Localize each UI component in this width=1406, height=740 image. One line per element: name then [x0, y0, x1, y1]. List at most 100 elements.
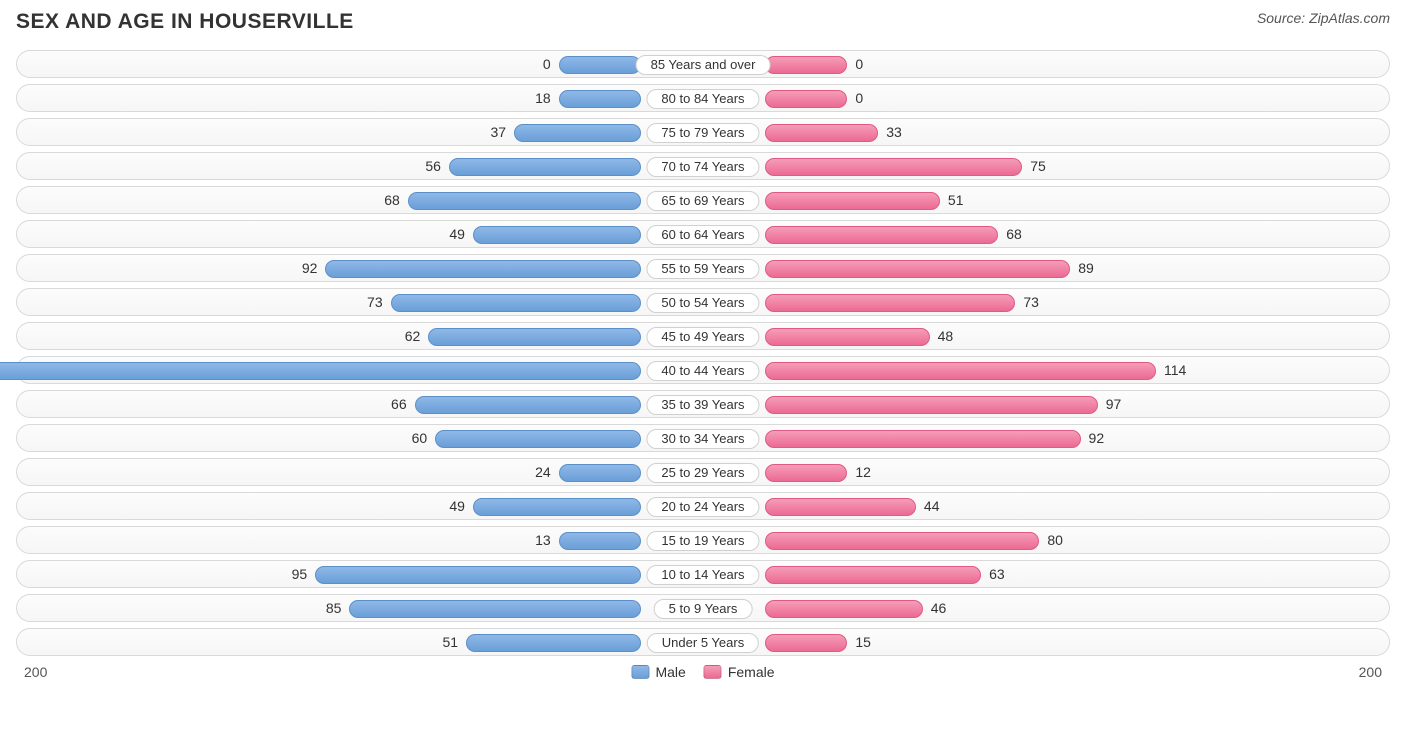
- age-category-pill: 75 to 79 Years: [646, 123, 759, 143]
- female-bar: [765, 532, 1039, 550]
- age-category-pill: 45 to 49 Years: [646, 327, 759, 347]
- source-name: ZipAtlas.com: [1309, 10, 1390, 26]
- female-value-label: 0: [855, 51, 863, 77]
- female-bar: [765, 600, 923, 618]
- age-row: 685165 to 69 Years: [16, 186, 1390, 214]
- age-category-pill: 70 to 74 Years: [646, 157, 759, 177]
- female-value-label: 0: [855, 85, 863, 111]
- male-bar: [415, 396, 641, 414]
- male-bar: [473, 498, 641, 516]
- male-bar: [449, 158, 641, 176]
- male-bar: [473, 226, 641, 244]
- axis-right-max: 200: [1359, 664, 1382, 680]
- female-bar: [765, 158, 1022, 176]
- female-bar: [765, 464, 847, 482]
- male-value-label: 92: [302, 255, 318, 281]
- female-value-label: 75: [1030, 153, 1046, 179]
- male-bar: [428, 328, 641, 346]
- age-category-pill: 55 to 59 Years: [646, 259, 759, 279]
- male-value-label: 85: [326, 595, 342, 621]
- age-category-pill: Under 5 Years: [647, 633, 759, 653]
- age-category-pill: 25 to 29 Years: [646, 463, 759, 483]
- male-bar: [559, 56, 641, 74]
- male-bar: [559, 464, 641, 482]
- chart-title: SEX AND AGE IN HOUSERVILLE: [16, 10, 354, 34]
- female-value-label: 33: [886, 119, 902, 145]
- female-value-label: 12: [855, 459, 871, 485]
- female-value-label: 48: [938, 323, 954, 349]
- legend-item-male: Male: [631, 664, 685, 680]
- male-value-label: 18: [535, 85, 551, 111]
- female-value-label: 51: [948, 187, 964, 213]
- male-value-label: 73: [367, 289, 383, 315]
- legend-female-label: Female: [728, 664, 775, 680]
- male-value-label: 49: [449, 221, 465, 247]
- age-category-pill: 15 to 19 Years: [646, 531, 759, 551]
- female-value-label: 44: [924, 493, 940, 519]
- legend-male-label: Male: [655, 664, 685, 680]
- age-category-pill: 60 to 64 Years: [646, 225, 759, 245]
- male-bar: [315, 566, 641, 584]
- male-bar: [325, 260, 641, 278]
- source-prefix: Source:: [1257, 10, 1309, 26]
- female-bar: [765, 362, 1156, 380]
- legend-item-female: Female: [704, 664, 775, 680]
- chart-area: 0 0 85 Years and over 18 0 80 to 84 Years 37 33…: [16, 50, 1390, 656]
- female-value-label: 68: [1006, 221, 1022, 247]
- male-value-label: 37: [491, 119, 507, 145]
- male-bar: [391, 294, 641, 312]
- male-value-label: 24: [535, 459, 551, 485]
- female-bar: [765, 56, 847, 74]
- axis-row: 200 Male Female 200: [16, 662, 1390, 680]
- male-value-label: 51: [443, 629, 459, 655]
- female-value-label: 92: [1089, 425, 1105, 451]
- age-category-pill: 30 to 34 Years: [646, 429, 759, 449]
- female-bar: [765, 498, 916, 516]
- age-category-pill: 35 to 39 Years: [646, 395, 759, 415]
- age-category-pill: 85 Years and over: [636, 55, 771, 75]
- female-bar: [765, 634, 847, 652]
- female-value-label: 114: [1164, 357, 1186, 383]
- male-value-label: 13: [535, 527, 551, 553]
- female-bar: [765, 124, 878, 142]
- age-row: 138015 to 19 Years: [16, 526, 1390, 554]
- female-swatch-icon: [704, 665, 722, 679]
- age-row: 609230 to 34 Years: [16, 424, 1390, 452]
- male-value-label: 0: [543, 51, 551, 77]
- age-row: 85 46 5 to 9 Years: [16, 594, 1390, 622]
- age-row: 92 89 55 to 59 Years: [16, 254, 1390, 282]
- female-value-label: 73: [1023, 289, 1039, 315]
- female-bar: [765, 294, 1015, 312]
- male-value-label: 66: [391, 391, 407, 417]
- age-row: 18 0 80 to 84 Years: [16, 84, 1390, 112]
- male-bar: [435, 430, 641, 448]
- age-row: 19811440 to 44 Years: [16, 356, 1390, 384]
- age-row: 494420 to 24 Years: [16, 492, 1390, 520]
- male-value-label: 95: [292, 561, 308, 587]
- age-category-pill: 65 to 69 Years: [646, 191, 759, 211]
- female-value-label: 97: [1106, 391, 1122, 417]
- age-row: 0 0 85 Years and over: [16, 50, 1390, 78]
- male-bar: [514, 124, 641, 142]
- female-value-label: 63: [989, 561, 1005, 587]
- age-row: 37 33 75 to 79 Years: [16, 118, 1390, 146]
- male-bar: [559, 532, 641, 550]
- age-category-pill: 80 to 84 Years: [646, 89, 759, 109]
- male-swatch-icon: [631, 665, 649, 679]
- age-category-pill: 5 to 9 Years: [654, 599, 753, 619]
- female-bar: [765, 566, 981, 584]
- female-bar: [765, 192, 940, 210]
- female-value-label: 15: [855, 629, 871, 655]
- female-bar: [765, 396, 1098, 414]
- age-row: 567570 to 74 Years: [16, 152, 1390, 180]
- legend: Male Female: [631, 664, 774, 680]
- female-bar: [765, 260, 1070, 278]
- male-bar: [408, 192, 641, 210]
- age-category-pill: 10 to 14 Years: [646, 565, 759, 585]
- age-category-pill: 50 to 54 Years: [646, 293, 759, 313]
- female-bar: [765, 328, 930, 346]
- female-value-label: 46: [931, 595, 947, 621]
- age-row: 51 15 Under 5 Years: [16, 628, 1390, 656]
- female-value-label: 89: [1078, 255, 1094, 281]
- male-bar: [0, 362, 641, 380]
